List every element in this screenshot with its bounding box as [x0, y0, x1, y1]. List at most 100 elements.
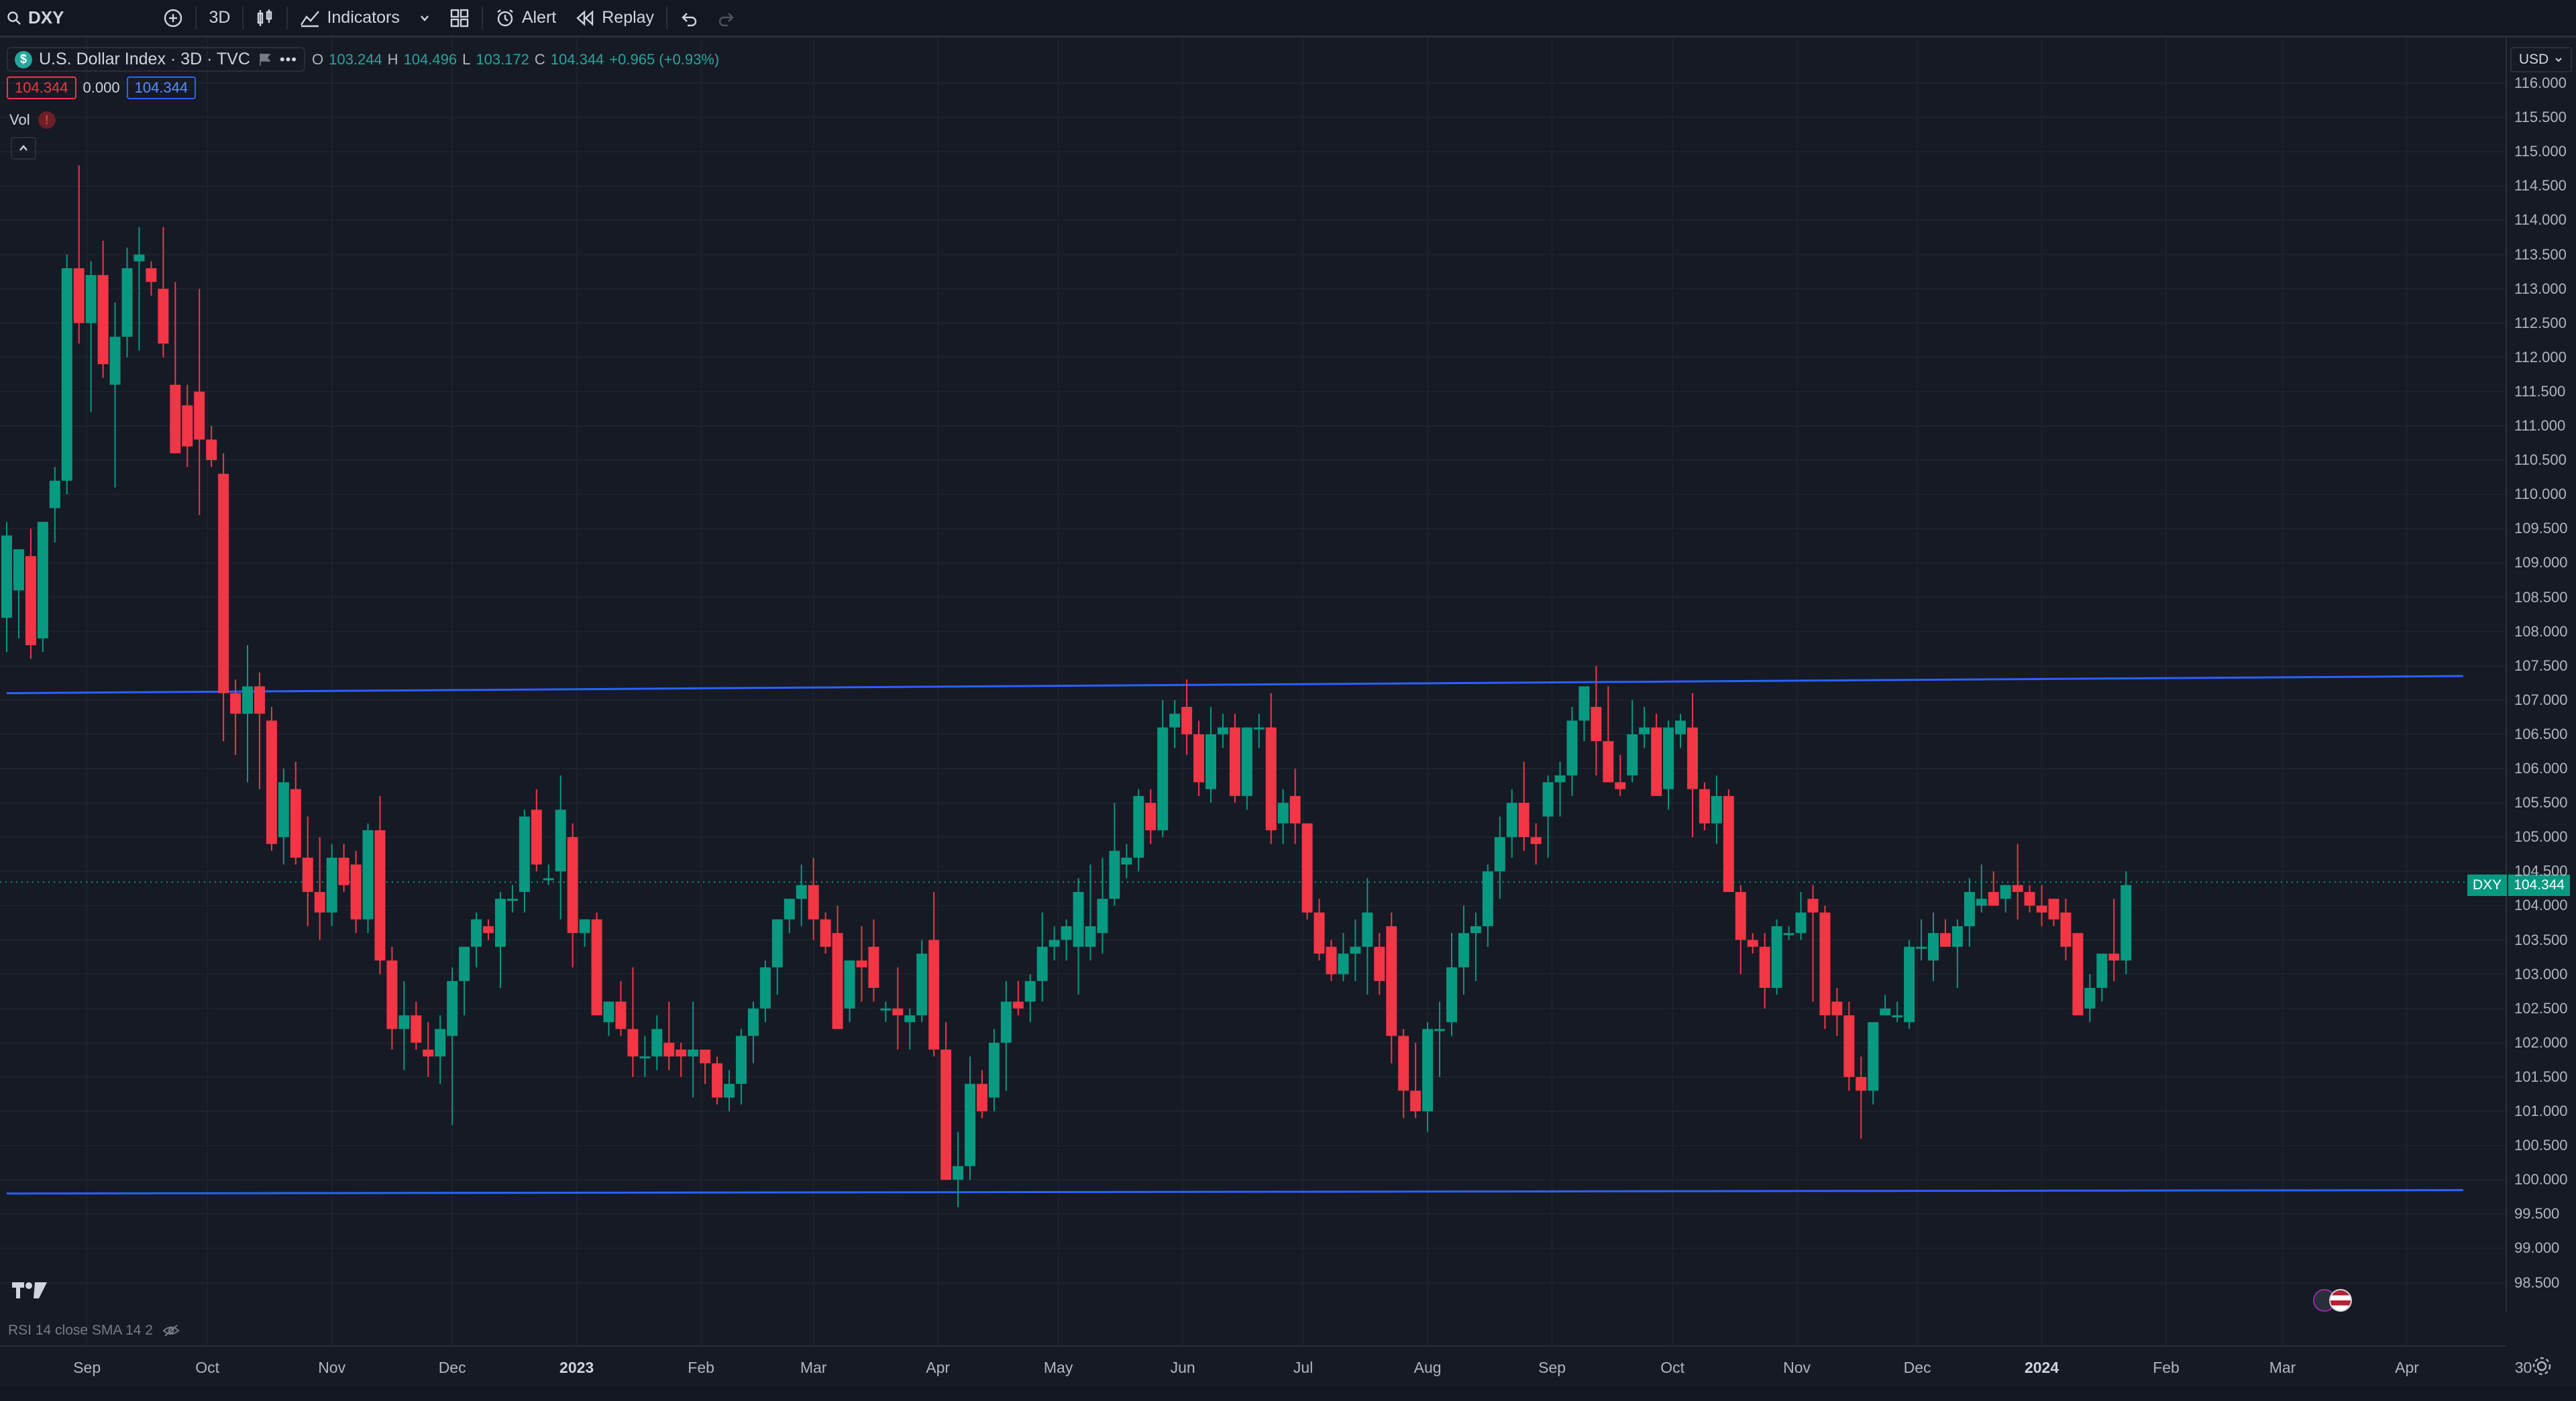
- candle[interactable]: [1856, 1056, 1867, 1139]
- undo-button[interactable]: [670, 0, 708, 37]
- tradingview-logo-icon[interactable]: [11, 1280, 48, 1301]
- candle[interactable]: [1663, 720, 1674, 810]
- candle[interactable]: [2108, 899, 2120, 981]
- candle[interactable]: [1169, 699, 1181, 748]
- candle[interactable]: [1916, 919, 1927, 961]
- candle[interactable]: [1458, 905, 1469, 995]
- candle[interactable]: [1217, 714, 1228, 748]
- candle[interactable]: [531, 789, 542, 872]
- candle[interactable]: [1964, 878, 1975, 947]
- candle[interactable]: [1121, 844, 1132, 879]
- candle[interactable]: [1494, 816, 1505, 899]
- candle[interactable]: [1542, 775, 1554, 858]
- candle[interactable]: [1687, 693, 1698, 838]
- candle[interactable]: [941, 1022, 952, 1180]
- candle[interactable]: [1434, 1001, 1446, 1077]
- replay-button[interactable]: Replay: [566, 0, 663, 37]
- candle[interactable]: [242, 645, 253, 783]
- candle[interactable]: [1651, 714, 1662, 796]
- candle[interactable]: [146, 261, 157, 296]
- candle[interactable]: [808, 857, 819, 940]
- candle[interactable]: [25, 528, 36, 659]
- candle[interactable]: [1759, 933, 1770, 1009]
- warning-icon[interactable]: !: [38, 111, 56, 129]
- candle[interactable]: [302, 816, 313, 927]
- candle[interactable]: [1603, 686, 1614, 783]
- candle[interactable]: [1326, 940, 1337, 981]
- candle[interactable]: [1313, 899, 1325, 961]
- candle[interactable]: [362, 823, 374, 934]
- candle[interactable]: [1892, 1001, 1903, 1023]
- currency-selector[interactable]: USD: [2510, 47, 2572, 72]
- candle[interactable]: [976, 1070, 987, 1119]
- layouts-button[interactable]: [440, 0, 479, 37]
- candle[interactable]: [37, 522, 48, 653]
- candle[interactable]: [314, 837, 325, 940]
- candle[interactable]: [868, 919, 879, 1002]
- candle[interactable]: [206, 426, 217, 467]
- candle[interactable]: [1783, 926, 1794, 940]
- candle[interactable]: [49, 467, 60, 543]
- more-icon[interactable]: •••: [279, 50, 298, 68]
- candle[interactable]: [483, 919, 494, 940]
- candle[interactable]: [1085, 864, 1096, 961]
- candle[interactable]: [494, 891, 506, 989]
- candle[interactable]: [13, 549, 24, 638]
- candle[interactable]: [928, 891, 940, 1057]
- candle[interactable]: [1073, 878, 1084, 995]
- candle[interactable]: [1338, 933, 1349, 981]
- candle[interactable]: [639, 1035, 651, 1077]
- candle[interactable]: [386, 946, 398, 1050]
- candle[interactable]: [1639, 707, 1650, 748]
- candle[interactable]: [880, 1001, 892, 1023]
- time-axis[interactable]: Sep Oct Nov Dec 2023 Feb Mar Apr May Jun Jul Aug Sep…: [0, 1345, 2532, 1387]
- candle[interactable]: [591, 912, 602, 1015]
- rsi-indicator-legend[interactable]: RSI 14 close SMA 14 2: [8, 1323, 180, 1339]
- candle[interactable]: [1277, 789, 1289, 844]
- candle[interactable]: [904, 1008, 916, 1050]
- candle[interactable]: [747, 1001, 759, 1064]
- chart-type-button[interactable]: [246, 0, 284, 37]
- candle[interactable]: [615, 980, 627, 1036]
- candle[interactable]: [2000, 885, 2011, 913]
- candle[interactable]: [771, 919, 783, 995]
- candle[interactable]: [953, 1131, 964, 1208]
- candle[interactable]: [411, 1001, 422, 1050]
- candle[interactable]: [1795, 891, 1807, 940]
- candle[interactable]: [1398, 1029, 1409, 1119]
- candle[interactable]: [2121, 871, 2132, 974]
- price-axis[interactable]: [2506, 38, 2576, 1312]
- candle[interactable]: [1819, 905, 1831, 1029]
- alert-button[interactable]: Alert: [486, 0, 566, 37]
- candle[interactable]: [1868, 1022, 1879, 1105]
- candle[interactable]: [1410, 1042, 1421, 1119]
- candle[interactable]: [1265, 693, 1277, 844]
- candle[interactable]: [1289, 769, 1301, 844]
- candle[interactable]: [97, 241, 109, 378]
- candle[interactable]: [1578, 686, 1590, 742]
- candle[interactable]: [1049, 926, 1060, 961]
- candle[interactable]: [1145, 789, 1157, 844]
- candle[interactable]: [1723, 789, 1734, 892]
- candle[interactable]: [350, 850, 362, 934]
- candle[interactable]: [1880, 995, 1891, 1015]
- candle[interactable]: [1362, 878, 1373, 995]
- candle[interactable]: [1506, 789, 1517, 858]
- candle[interactable]: [856, 926, 867, 1002]
- candle[interactable]: [784, 899, 795, 934]
- candle[interactable]: [1241, 727, 1252, 810]
- candle[interactable]: [398, 980, 410, 1070]
- candle[interactable]: [506, 885, 518, 913]
- candle[interactable]: [109, 302, 121, 488]
- candle[interactable]: [676, 1042, 687, 1077]
- candle[interactable]: [230, 679, 241, 755]
- candle[interactable]: [2012, 844, 2023, 919]
- candle[interactable]: [423, 1022, 434, 1077]
- candle[interactable]: [1205, 707, 1216, 803]
- buy-price-tag[interactable]: 104.344: [126, 76, 197, 99]
- candle[interactable]: [2084, 974, 2096, 1023]
- candle[interactable]: [1735, 885, 1746, 974]
- candle[interactable]: [1157, 699, 1169, 838]
- sell-price-tag[interactable]: 104.344: [7, 76, 76, 99]
- candle[interactable]: [1386, 912, 1397, 1064]
